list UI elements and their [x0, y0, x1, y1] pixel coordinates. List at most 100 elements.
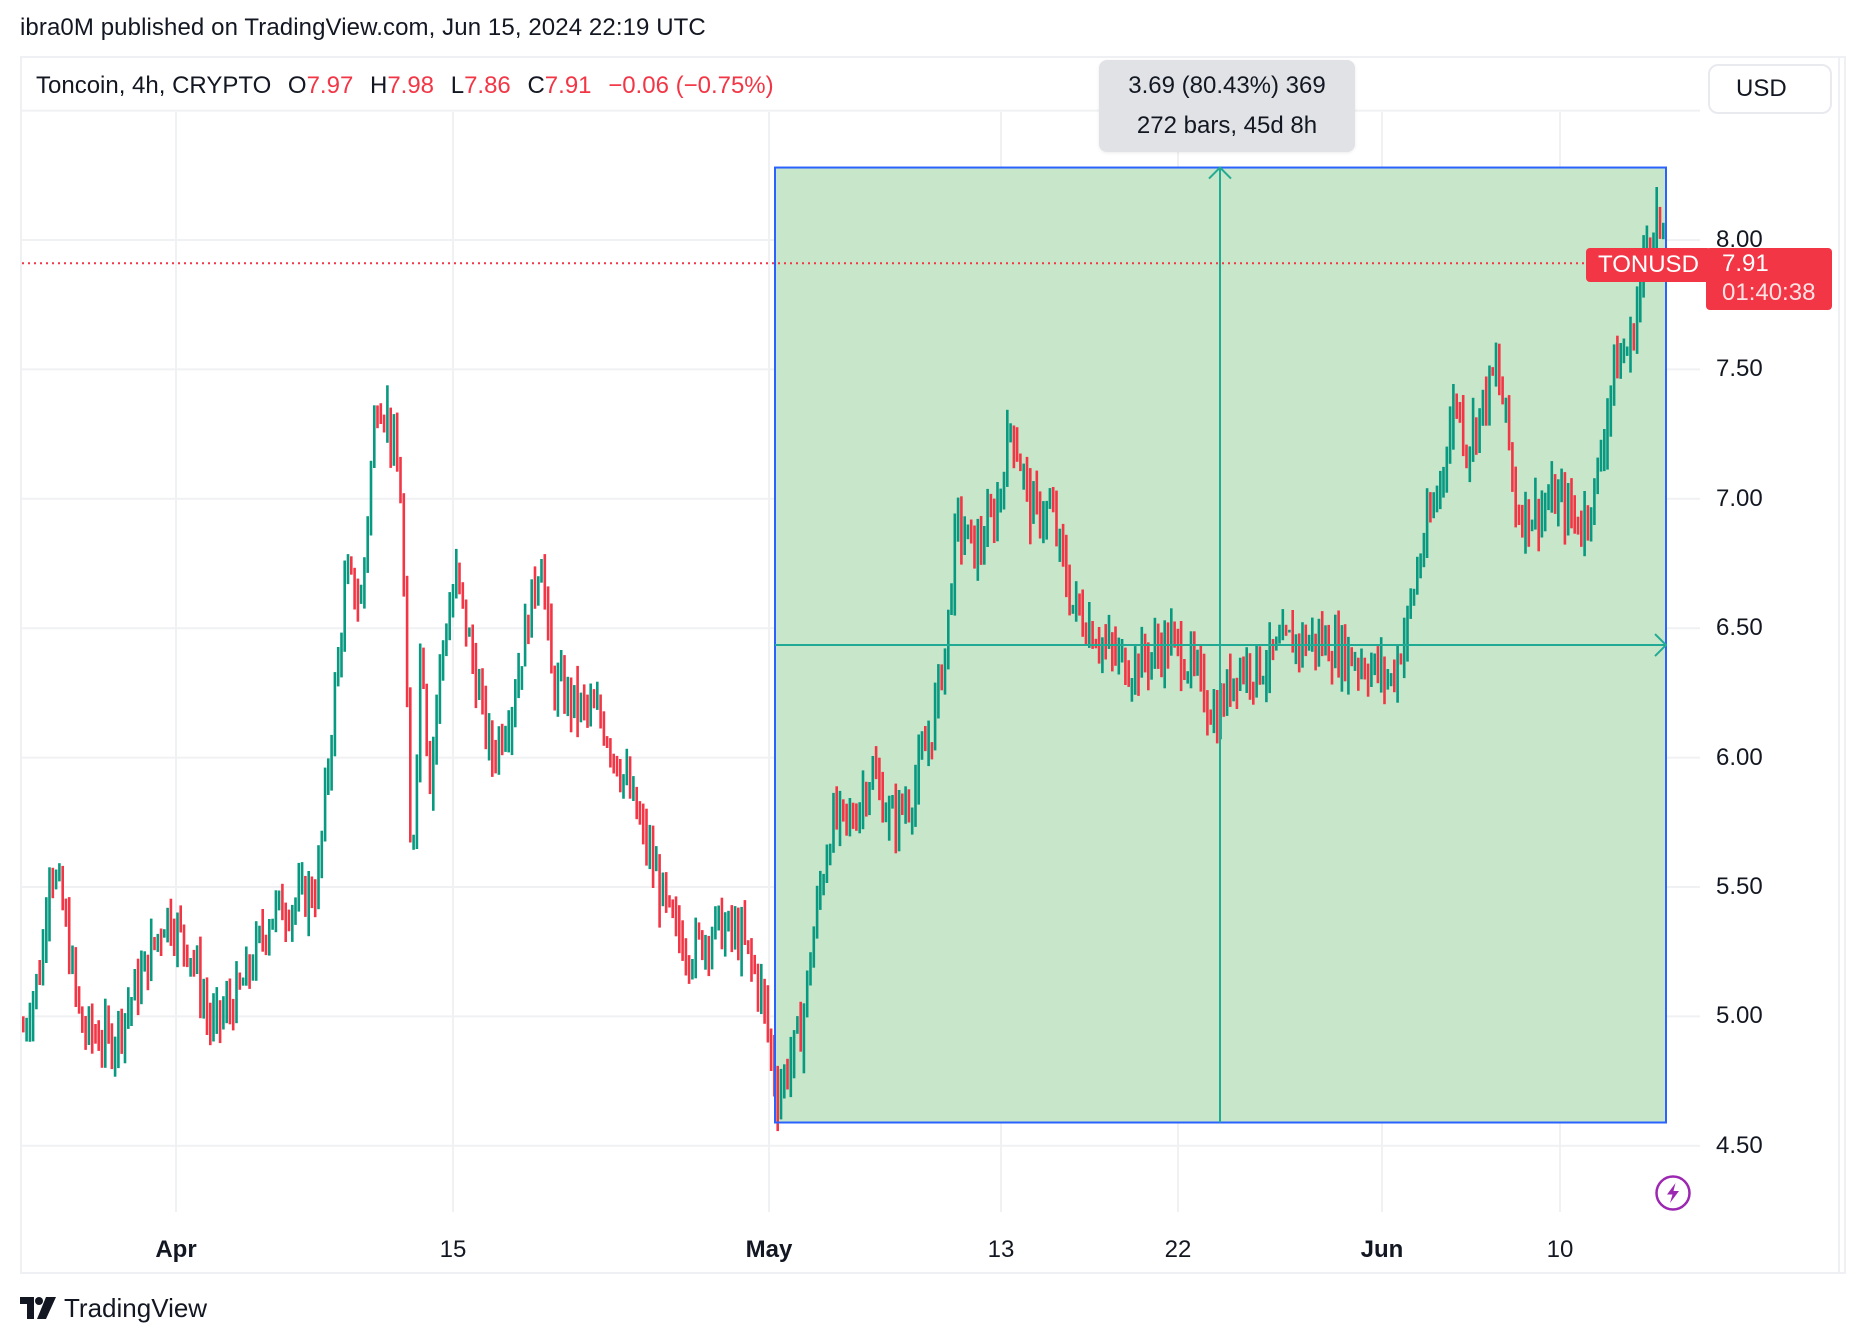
candle	[1432, 492, 1435, 519]
candle	[1409, 588, 1412, 619]
candle	[1639, 268, 1642, 323]
candle	[1603, 429, 1606, 472]
candle	[484, 685, 488, 750]
candle	[182, 924, 186, 967]
candle	[678, 905, 681, 954]
candle	[1452, 384, 1455, 450]
price-tick-label: 5.00	[1716, 1002, 1763, 1030]
candle	[1599, 439, 1603, 472]
candle	[1288, 629, 1291, 633]
candle	[156, 933, 160, 952]
candle	[1616, 335, 1619, 379]
candle	[842, 799, 845, 822]
candle	[1104, 624, 1107, 660]
candle	[304, 875, 307, 917]
candle	[894, 783, 898, 854]
candle	[163, 929, 166, 938]
candle	[681, 920, 684, 961]
legend-symbol[interactable]: Toncoin, 4h, CRYPTO	[36, 72, 272, 99]
candle	[1320, 611, 1324, 657]
candle	[671, 899, 674, 919]
candle	[1353, 651, 1357, 671]
candle	[1258, 646, 1262, 685]
candle	[1458, 402, 1462, 423]
candle	[153, 937, 156, 951]
candle	[756, 963, 760, 1012]
candle	[471, 624, 474, 674]
candle	[838, 790, 842, 847]
candle	[1081, 589, 1084, 637]
candle	[625, 748, 629, 786]
legend-close-key: C	[527, 72, 545, 99]
candle	[297, 862, 301, 912]
candle	[553, 665, 556, 711]
candle	[1652, 232, 1655, 260]
candle	[192, 949, 196, 977]
candle	[1002, 471, 1006, 510]
candle	[477, 668, 481, 700]
candle	[222, 996, 225, 1030]
candle	[1399, 653, 1403, 665]
candle	[258, 925, 261, 944]
bar-countdown: 01:40:38	[1722, 279, 1816, 306]
candle	[753, 954, 756, 975]
candle	[596, 681, 599, 710]
candle	[1632, 323, 1636, 351]
candle	[1645, 225, 1649, 249]
candle	[1609, 385, 1613, 437]
candle	[717, 905, 720, 931]
candle	[1009, 423, 1012, 443]
candle	[28, 1002, 32, 1042]
candle	[336, 647, 340, 687]
currency-button[interactable]: USD	[1708, 64, 1832, 114]
candle	[723, 912, 727, 957]
candle	[1291, 610, 1294, 653]
candle	[235, 961, 238, 1024]
candle	[1114, 626, 1117, 666]
candle	[1314, 633, 1317, 671]
candle	[1022, 463, 1025, 490]
candle	[884, 802, 888, 823]
candle	[1583, 491, 1586, 557]
candle	[64, 898, 68, 927]
candle	[1074, 581, 1078, 622]
candle	[573, 685, 576, 719]
candle	[451, 584, 455, 618]
candle	[887, 795, 891, 841]
candle	[261, 909, 264, 952]
candle	[1143, 633, 1147, 673]
tradingview-logo[interactable]: TradingView	[20, 1293, 207, 1323]
candle	[1051, 487, 1055, 513]
candle	[343, 560, 346, 652]
candle	[474, 642, 478, 709]
candle	[550, 603, 553, 674]
candle	[432, 736, 435, 811]
candle	[1038, 491, 1042, 539]
candle	[1156, 623, 1160, 669]
candle	[930, 742, 934, 760]
candle	[1111, 632, 1114, 672]
candle	[812, 926, 816, 968]
candle	[74, 947, 78, 1007]
candle	[891, 795, 894, 809]
candle	[1557, 479, 1560, 527]
candle	[1566, 483, 1570, 536]
candle	[441, 640, 445, 681]
candle	[727, 910, 730, 932]
candle	[1078, 593, 1081, 616]
candle	[172, 918, 176, 956]
candle	[507, 710, 510, 753]
candle	[1612, 344, 1616, 406]
candle	[510, 706, 514, 756]
candle	[1422, 532, 1426, 568]
candle	[1655, 187, 1658, 255]
lightning-icon[interactable]	[1654, 1174, 1692, 1212]
candle	[1048, 488, 1052, 509]
candle	[1635, 286, 1639, 354]
candle	[609, 738, 612, 768]
candle	[1478, 408, 1481, 453]
published-line: ibra0M published on TradingView.com, Jun…	[20, 14, 706, 41]
candle	[1468, 446, 1472, 483]
candle	[586, 694, 589, 728]
